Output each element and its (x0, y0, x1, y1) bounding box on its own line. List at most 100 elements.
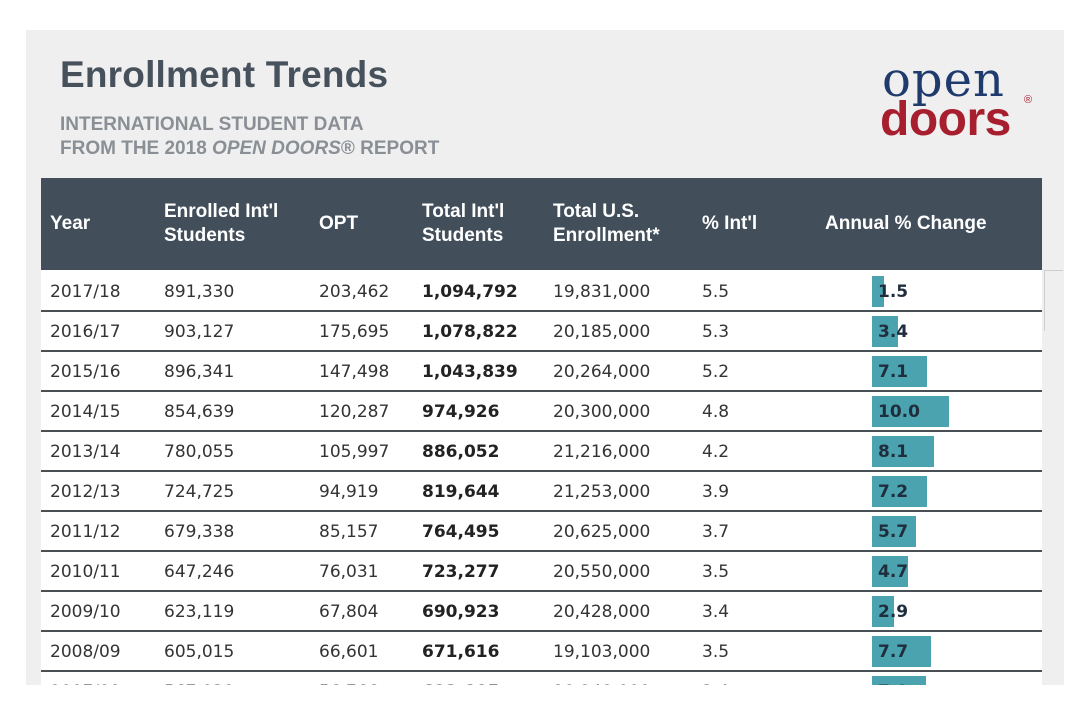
cell-opt: 66,601 (319, 642, 379, 662)
subtitle-italic: OPEN DOORS (212, 138, 341, 159)
cell-total-intl: 623,805 (422, 672, 499, 685)
column-header-enrolled: Enrolled Int'l Students (164, 201, 279, 246)
table-row: 2010/11 647,246 76,031 723,277 20,550,000 3.5… (41, 552, 1042, 592)
subtitle-prefix: FROM THE 2018 (60, 138, 213, 159)
cell-total-intl: 974,926 (422, 402, 500, 422)
annual-change-bar (872, 516, 916, 547)
cell-pct-intl: 5.5 (702, 282, 730, 302)
cell-year: 2008/09 (50, 642, 121, 662)
cell-enrolled: 896,341 (164, 362, 235, 382)
annual-change-bar (872, 596, 894, 627)
enrollment-table: Year Enrolled Int'l Students OPT Total I… (41, 178, 1042, 685)
cell-pct-intl: 3.9 (702, 482, 730, 502)
cell-year: 2017/18 (50, 282, 121, 302)
annual-change-label: 7.1 (878, 362, 909, 382)
table-row: 2014/15 854,639 120,287 974,926 20,300,000 4.… (41, 392, 1042, 432)
cell-year: 2016/17 (50, 322, 121, 342)
annual-change-label: 5.7 (878, 522, 909, 542)
column-header-pct-intl: % Int'l (702, 213, 758, 234)
table-row: 2008/09 605,015 66,601 671,616 19,103,000 3.5… (41, 632, 1042, 672)
cell-pct-intl: 3.4 (702, 602, 730, 622)
cell-total-us: 20,550,000 (553, 562, 651, 582)
cell-total-us: 20,185,000 (553, 322, 651, 342)
cell-total-intl: 1,094,792 (422, 282, 518, 302)
cell-total-us: 20,625,000 (553, 522, 651, 542)
cell-pct-intl: 3.5 (702, 562, 730, 582)
table-row: 2009/10 623,119 67,804 690,923 20,428,000 3.4… (41, 592, 1042, 632)
table-row: 2007/08 567,039 56,766 623,805 18,248,000 3.4… (41, 672, 1042, 685)
cell-total-intl: 690,923 (422, 602, 500, 622)
cell-pct-intl: 4.2 (702, 442, 730, 462)
scrollbar-edge[interactable] (1044, 270, 1063, 331)
column-header-total-intl: Total Int'l Students (422, 201, 505, 246)
cell-enrolled: 891,330 (164, 282, 235, 302)
cell-opt: 94,919 (319, 482, 379, 502)
cell-enrolled: 780,055 (164, 442, 235, 462)
cell-total-intl: 1,043,839 (422, 362, 518, 382)
table-row: 2011/12 679,338 85,157 764,495 20,625,000 3.7… (41, 512, 1042, 552)
cell-opt: 175,695 (319, 322, 390, 342)
annual-change-bar (872, 316, 898, 347)
enrollment-card: Enrollment Trends INTERNATIONAL STUDENT … (26, 30, 1064, 685)
cell-opt: 56,766 (319, 672, 378, 685)
cell-pct-intl: 3.5 (702, 642, 730, 662)
annual-change-label: 7.0 (878, 672, 908, 685)
cell-opt: 67,804 (319, 602, 379, 622)
cell-pct-intl: 3.4 (702, 672, 729, 685)
table-row: 2013/14 780,055 105,997 886,052 21,216,000 4.… (41, 432, 1042, 472)
annual-change-label: 2.9 (878, 602, 909, 622)
cell-total-us: 18,248,000 (553, 672, 650, 685)
table-header: Year Enrolled Int'l Students OPT Total I… (41, 178, 1042, 270)
cell-year: 2009/10 (50, 602, 121, 622)
cell-opt: 203,462 (319, 282, 390, 302)
cell-opt: 85,157 (319, 522, 379, 542)
logo-open-text: open (882, 52, 1005, 108)
annual-change-bar (872, 356, 927, 387)
annual-change-bar (872, 396, 949, 427)
cell-year: 2014/15 (50, 402, 121, 422)
table-body: 2017/18 891,330 203,462 1,094,792 19,831,000… (41, 270, 1042, 685)
cell-enrolled: 567,039 (164, 672, 234, 685)
column-header-total-us: Total U.S. Enrollment* (553, 201, 660, 246)
table-row: 2017/18 891,330 203,462 1,094,792 19,831,000… (41, 272, 1042, 312)
cell-total-intl: 1,078,822 (422, 322, 518, 342)
annual-change-bar (872, 556, 908, 587)
cell-total-us: 20,264,000 (553, 362, 651, 382)
cell-year: 2012/13 (50, 482, 121, 502)
open-doors-logo: open ® doors (878, 52, 1038, 152)
cell-enrolled: 854,639 (164, 402, 235, 422)
cell-total-us: 21,253,000 (553, 482, 651, 502)
annual-change-bar (872, 676, 926, 685)
annual-change-bar (872, 436, 934, 467)
cell-total-us: 20,300,000 (553, 402, 651, 422)
annual-change-label: 7.7 (878, 642, 909, 662)
cell-total-intl: 723,277 (422, 562, 500, 582)
cell-total-us: 19,103,000 (553, 642, 651, 662)
annual-change-label: 4.7 (878, 562, 909, 582)
cell-total-intl: 671,616 (422, 642, 500, 662)
cell-opt: 120,287 (319, 402, 390, 422)
column-header-annual-change: Annual % Change (825, 213, 987, 234)
cell-year: 2011/12 (50, 522, 121, 542)
subtitle-line-1: INTERNATIONAL STUDENT DATA (60, 114, 364, 135)
cell-pct-intl: 5.2 (702, 362, 730, 382)
cell-opt: 76,031 (319, 562, 379, 582)
cell-enrolled: 623,119 (164, 602, 235, 622)
cell-enrolled: 903,127 (164, 322, 235, 342)
cell-enrolled: 679,338 (164, 522, 235, 542)
cell-pct-intl: 5.3 (702, 322, 730, 342)
table-row: 2012/13 724,725 94,919 819,644 21,253,000 3.9… (41, 472, 1042, 512)
table-row: 2016/17 903,127 175,695 1,078,822 20,185,000… (41, 312, 1042, 352)
cell-opt: 105,997 (319, 442, 390, 462)
page-title: Enrollment Trends (60, 54, 389, 95)
annual-change-label: 3.4 (878, 322, 909, 342)
cell-total-intl: 764,495 (422, 522, 500, 542)
annual-change-bar (872, 276, 884, 307)
annual-change-bar (872, 476, 927, 507)
annual-change-label: 10.0 (878, 402, 920, 422)
cell-pct-intl: 3.7 (702, 522, 730, 542)
cell-enrolled: 724,725 (164, 482, 235, 502)
cell-total-us: 21,216,000 (553, 442, 651, 462)
cell-opt: 147,498 (319, 362, 390, 382)
subtitle-line-2: FROM THE 2018 OPEN DOORS® REPORT (60, 137, 439, 161)
